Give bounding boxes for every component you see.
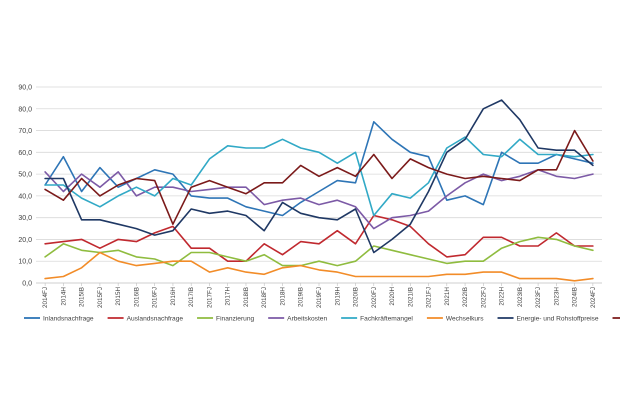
x-tick-label: 2017IB <box>188 287 195 307</box>
x-tick-label: 2018H <box>279 287 286 306</box>
y-tick-label: 90,0 <box>18 85 32 92</box>
series-line <box>44 251 594 282</box>
legend: Inlandsnachfrage Auslandsnachfrage Finanzi… <box>24 315 620 322</box>
x-tick-label: 2015H <box>115 287 122 306</box>
y-tick-label: 70,0 <box>18 128 32 135</box>
x-tick-label: 2022IB <box>462 287 469 307</box>
legend-label: Wechselkurs <box>446 315 484 322</box>
y-axis-ticks: 0,0 10,0 20,0 30,0 40,0 50,0 60,0 70,0 80,0 90,0 <box>18 85 32 288</box>
legend-label: Fachkräftemangel <box>360 315 413 322</box>
x-tick-label: 2021H <box>444 287 451 306</box>
series-line <box>44 236 594 267</box>
x-tick-label: 2017FJ <box>206 287 213 308</box>
y-tick-label: 10,0 <box>18 259 32 266</box>
y-tick-label: 30,0 <box>18 215 32 222</box>
x-tick-label: 2024FJ <box>590 287 597 308</box>
y-tick-label: 80,0 <box>18 106 32 113</box>
series-line <box>44 121 594 217</box>
x-tick-label: 2023H <box>553 287 560 306</box>
x-tick-label: 2017H <box>225 287 232 306</box>
x-tick-label: 2014FJ <box>42 287 49 308</box>
x-tick-label: 2023FJ <box>535 287 542 308</box>
series-lines <box>44 99 594 282</box>
y-tick-label: 50,0 <box>18 172 32 179</box>
x-tick-label: 2016FJ <box>152 287 159 308</box>
x-tick-label: 2022FJ <box>480 287 487 308</box>
x-tick-label: 2019FJ <box>316 287 323 308</box>
x-tick-label: 2022H <box>499 287 506 306</box>
x-tick-label: 2014H <box>60 287 67 306</box>
gridlines <box>36 86 602 284</box>
legend-label: Arbeitskosten <box>287 315 327 322</box>
x-tick-label: 2016H <box>170 287 177 306</box>
x-tick-label: 2015IB <box>79 287 86 307</box>
legend-label: Energie- und Rohstoffpreise <box>517 315 599 322</box>
x-tick-label: 2021IB <box>407 287 414 307</box>
x-axis-ticks: 2014FJ 2014H 2015IB 2015FJ 2015H 2016IB 2016FJ… <box>42 283 597 308</box>
series-line <box>44 129 594 225</box>
x-tick-label: 2023IB <box>517 287 524 307</box>
x-tick-label: 2019H <box>334 287 341 306</box>
legend-label: Auslandsnachfrage <box>127 315 184 322</box>
x-tick-label: 2015FJ <box>97 287 104 308</box>
x-tick-label: 2020IB <box>353 287 360 307</box>
x-tick-label: 2020H <box>389 287 396 306</box>
x-tick-label: 2019IB <box>298 287 305 307</box>
series-line <box>44 169 594 230</box>
series-line <box>44 136 594 217</box>
series-line <box>44 99 594 254</box>
y-tick-label: 20,0 <box>18 237 32 244</box>
x-tick-label: 2018FJ <box>261 287 268 308</box>
series-line <box>44 214 594 263</box>
x-tick-label: 2018IB <box>243 287 250 307</box>
legend-label: Finanzierung <box>216 315 254 322</box>
y-tick-label: 60,0 <box>18 150 32 157</box>
x-tick-label: 2020FJ <box>371 287 378 308</box>
x-tick-label: 2024IB <box>572 287 579 307</box>
legend-label: Inlandsnachfrage <box>43 315 94 322</box>
x-tick-label: 2021FJ <box>426 287 433 308</box>
x-tick-label: 2016IB <box>133 287 140 307</box>
y-tick-label: 40,0 <box>18 193 32 200</box>
y-tick-label: 0,0 <box>22 281 32 288</box>
